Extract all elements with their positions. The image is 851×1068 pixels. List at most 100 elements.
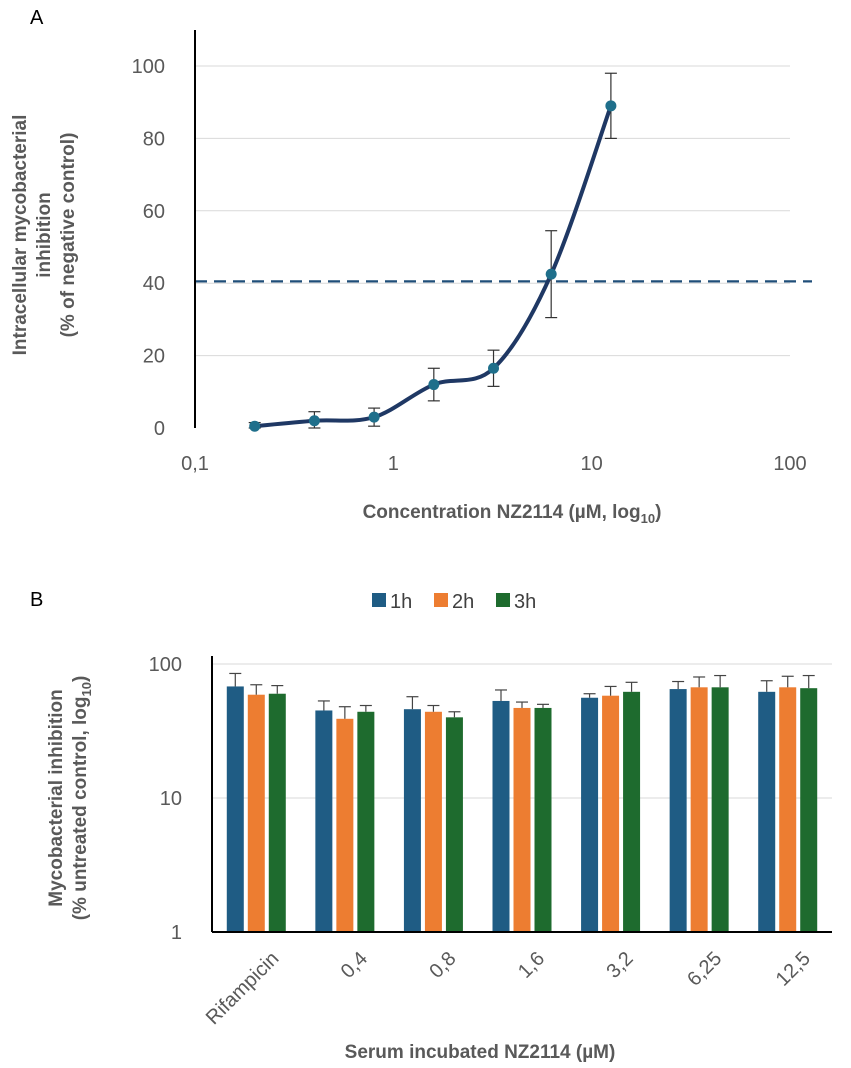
x-tick-label: 0,4 <box>337 948 372 983</box>
error-bar <box>781 675 794 688</box>
error-bar <box>625 681 638 692</box>
error-bar <box>537 703 549 708</box>
x-tick-label: 3,2 <box>602 948 637 983</box>
bar-2h <box>602 695 620 932</box>
bar-2h <box>690 687 708 932</box>
error-bar <box>693 676 706 688</box>
chart-b-y-title-line-2: (% untreated control, log10) <box>70 676 94 921</box>
error-bar <box>271 684 284 694</box>
chart-b-y-title-line-1: Mycobacterial inhibition <box>46 689 67 906</box>
error-bar <box>583 693 596 698</box>
x-tick-label: 1,6 <box>514 948 549 983</box>
error-bar <box>495 689 507 701</box>
legend-swatch <box>496 593 510 607</box>
bar-2h <box>424 711 442 932</box>
bar-2h <box>247 694 265 932</box>
legend-item-2h: 2h <box>434 591 474 613</box>
error-bar <box>672 680 685 690</box>
bar-1h <box>315 710 333 932</box>
y-tick-label: 60 <box>143 201 165 223</box>
y-tick-label: 0 <box>154 418 165 440</box>
bar-1h <box>758 691 776 932</box>
chart-b-x-axis-title: Serum incubated NZ2114 (µM) <box>345 1042 616 1063</box>
data-point <box>249 420 261 432</box>
bar-3h <box>357 711 375 932</box>
data-point <box>488 362 500 374</box>
data-point <box>368 411 380 423</box>
chart-b-y-axis-title: Mycobacterial inhibition (% untreated co… <box>46 676 94 921</box>
legend-label: 2h <box>452 591 474 613</box>
error-bar <box>448 711 461 718</box>
x-tick-label: 0,8 <box>425 948 460 983</box>
x-tick-label: 6,25 <box>683 948 726 991</box>
chart-a-x-ticks: 0,1 1 10 100 <box>181 453 807 475</box>
error-bar <box>229 672 242 687</box>
y-tick-label: 80 <box>143 128 165 150</box>
x-tick-label: Rifampicin <box>202 948 284 1030</box>
bar-1h <box>403 709 421 932</box>
bar-3h <box>711 687 729 932</box>
chart-b-error-bars <box>229 672 815 719</box>
error-bar <box>714 674 727 688</box>
chart-a-x-axis-title: Concentration NZ2114 (µM, log10) <box>363 502 662 526</box>
chart-b-y-ticks: 1 10 100 <box>149 654 182 944</box>
chart-a-gridlines <box>195 65 790 357</box>
bar-1h <box>581 697 599 932</box>
error-bar <box>406 696 419 710</box>
y-tick-label: 10 <box>160 788 182 810</box>
y-tick-label: 1 <box>171 922 182 944</box>
bar-1h <box>669 689 687 932</box>
chart-a-points <box>249 100 617 432</box>
x-tick-label: 0,1 <box>181 453 209 475</box>
bar-2h <box>336 718 354 932</box>
legend-label: 1h <box>390 591 412 613</box>
error-bar <box>760 680 773 692</box>
data-point <box>308 415 320 427</box>
chart-b-bars <box>226 686 818 932</box>
x-tick-label: 100 <box>773 453 806 475</box>
chart-a-y-title-line-2: inhibition <box>34 192 55 277</box>
chart-a-y-axis-title: Intracellular mycobacterial inhibition (… <box>10 115 79 356</box>
x-tick-label: 12,5 <box>772 948 815 991</box>
x-tick-label: 1 <box>388 453 399 475</box>
error-bar <box>802 674 815 689</box>
data-point <box>545 268 557 280</box>
bar-3h <box>445 717 463 932</box>
legend-item-1h: 1h <box>372 591 412 613</box>
error-bar <box>250 684 263 695</box>
legend-item-3h: 3h <box>496 591 536 613</box>
bar-1h <box>226 686 244 932</box>
chart-b-x-ticks: Rifampicin 0,4 0,8 1,6 3,2 6,25 12,5 <box>202 948 815 1030</box>
data-point <box>605 100 617 112</box>
bar-1h <box>492 700 510 932</box>
chart-a-series-line <box>254 105 613 429</box>
bar-2h <box>513 707 531 932</box>
x-tick-label: 10 <box>581 453 603 475</box>
error-bar <box>317 700 330 711</box>
error-bar <box>604 685 617 696</box>
error-bar <box>338 706 351 719</box>
y-tick-label: 100 <box>149 654 182 676</box>
chart-a-y-title-line-3: (% of negative control) <box>58 133 79 338</box>
chart-a-y-title-line-1: Intracellular mycobacterial <box>10 115 31 356</box>
bar-3h <box>268 693 286 932</box>
bar-2h <box>779 687 797 932</box>
y-tick-label: 100 <box>132 56 165 78</box>
bar-3h <box>800 688 818 932</box>
error-bar <box>516 701 528 708</box>
legend-label: 3h <box>514 591 536 613</box>
bar-3h <box>534 707 552 932</box>
y-tick-label: 40 <box>143 273 165 295</box>
panel-a-label: A <box>30 7 44 29</box>
chart-a-y-ticks: 0 20 40 60 80 100 <box>132 56 165 440</box>
error-bar <box>359 704 372 712</box>
panel-b-label: B <box>30 589 43 611</box>
error-bar <box>427 704 440 712</box>
bar-3h <box>623 691 641 932</box>
y-tick-label: 20 <box>143 346 165 368</box>
legend-swatch <box>434 593 448 607</box>
legend-swatch <box>372 593 386 607</box>
chart-b-legend: 1h 2h 3h <box>372 591 536 613</box>
data-point <box>428 379 440 391</box>
